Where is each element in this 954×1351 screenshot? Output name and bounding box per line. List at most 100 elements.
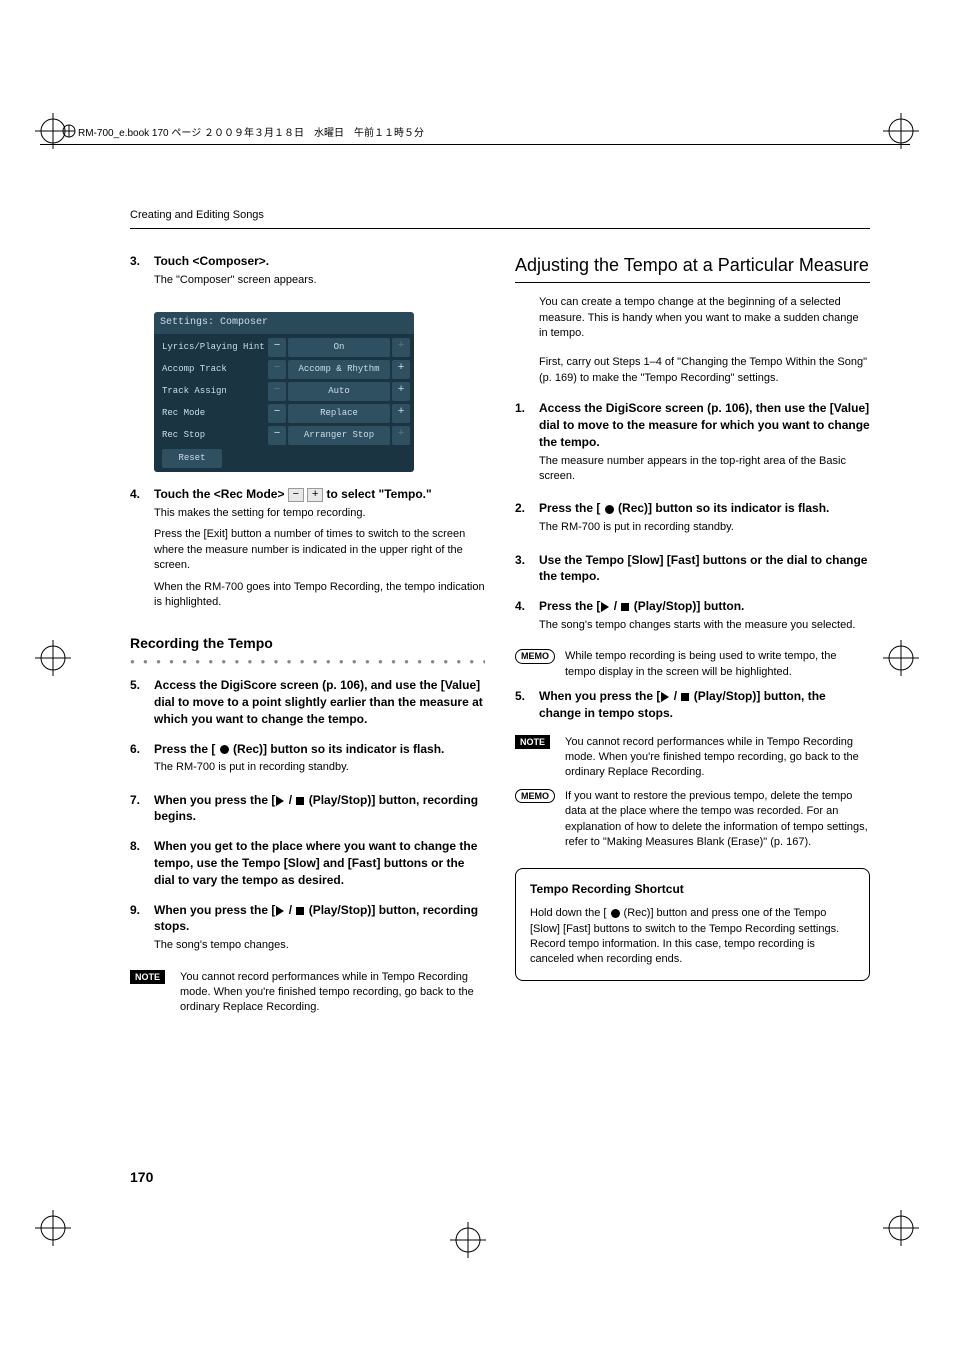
step-title: Press the [ (Rec)] button so its indicat… <box>539 500 870 517</box>
memo-callout: MEMO If you want to restore the previous… <box>515 789 870 851</box>
plus-icon: + <box>307 488 323 502</box>
r-step-5: 5. When you press the [ / (Play/Stop)] b… <box>515 688 870 725</box>
stop-icon <box>296 907 304 915</box>
ss-reset-button[interactable]: Reset <box>162 449 222 468</box>
stop-icon <box>681 693 689 701</box>
play-icon <box>661 692 669 702</box>
step-8: 8. When you get to the place where you w… <box>130 838 485 891</box>
step-number: 3. <box>515 552 539 589</box>
stop-icon <box>296 797 304 805</box>
play-icon <box>601 602 609 612</box>
shortcut-body-before: Hold down the [ <box>530 907 610 919</box>
subheading-recording-tempo: Recording the Tempo <box>130 634 485 654</box>
ss-row-label: Rec Mode <box>158 407 266 420</box>
ss-row-label: Lyrics/Playing Hint <box>158 341 266 354</box>
ss-row-value[interactable]: On <box>288 338 390 357</box>
step-text: This makes the setting for tempo recordi… <box>154 506 485 521</box>
step-number: 5. <box>130 677 154 730</box>
step-title: When you press the [ / (Play/Stop)] butt… <box>154 902 485 936</box>
section-header: Creating and Editing Songs <box>130 208 420 223</box>
step-title-before: Touch the <Rec Mode> <box>154 487 288 501</box>
crop-mark-br <box>883 1210 919 1246</box>
ss-row-value[interactable]: Arranger Stop <box>288 426 390 445</box>
r-step-3: 3. Use the Tempo [Slow] [Fast] buttons o… <box>515 552 870 589</box>
note-label: NOTE <box>130 970 165 985</box>
crop-mark-mr <box>883 640 919 676</box>
header-line: RM-700_e.book 170 ページ ２００９年３月１８日 水曜日 午前１… <box>78 127 424 141</box>
settings-composer-screenshot: Settings: Composer Lyrics/Playing Hint−O… <box>154 312 414 472</box>
ss-row-value[interactable]: Replace <box>288 404 390 423</box>
ss-minus-button[interactable]: − <box>268 426 286 445</box>
step-title: When you press the [ / (Play/Stop)] butt… <box>154 792 485 826</box>
note-callout: NOTE You cannot record performances whil… <box>130 970 485 1016</box>
memo-label: MEMO <box>515 789 555 804</box>
step-title: Touch the <Rec Mode> − + to select "Temp… <box>154 486 485 503</box>
step-text: When the RM-700 goes into Tempo Recordin… <box>154 580 485 611</box>
step-text: The "Composer" screen appears. <box>154 273 485 288</box>
step-7: 7. When you press the [ / (Play/Stop)] b… <box>130 792 485 829</box>
step-title-before: Press the [ <box>539 501 604 515</box>
ss-plus-button[interactable]: + <box>392 360 410 379</box>
step-number: 1. <box>515 400 539 490</box>
step-number: 4. <box>130 486 154 616</box>
step-text: The RM-700 is put in recording standby. <box>539 520 870 535</box>
minus-icon: − <box>288 488 304 502</box>
ss-plus-button[interactable]: + <box>392 426 410 445</box>
crop-mark-ml <box>35 640 71 676</box>
step-title-before: Press the [ <box>154 742 219 756</box>
step-number: 4. <box>515 598 539 639</box>
step-text: The measure number appears in the top-ri… <box>539 454 870 485</box>
step-title-after: to select "Tempo." <box>327 487 432 501</box>
memo-label: MEMO <box>515 649 555 664</box>
ss-row: Rec Mode−Replace+ <box>158 402 410 424</box>
ss-plus-button[interactable]: + <box>392 338 410 357</box>
step-title: When you get to the place where you want… <box>154 838 485 888</box>
shortcut-box: Tempo Recording Shortcut Hold down the [… <box>515 868 870 980</box>
step-title: Press the [ (Rec)] button so its indicat… <box>154 741 485 758</box>
note-body: You cannot record performances while in … <box>180 970 485 1016</box>
ss-minus-button[interactable]: − <box>268 382 286 401</box>
step-6: 6. Press the [ (Rec)] button so its indi… <box>130 741 485 782</box>
step-5: 5. Access the DigiScore screen (p. 106),… <box>130 677 485 730</box>
step-number: 2. <box>515 500 539 541</box>
ss-plus-button[interactable]: + <box>392 404 410 423</box>
step-number: 9. <box>130 902 154 960</box>
ss-row-value[interactable]: Accomp & Rhythm <box>288 360 390 379</box>
step-number: 5. <box>515 688 539 725</box>
stop-icon <box>621 603 629 611</box>
step-title-after: (Rec)] button so its indicator is flash. <box>230 742 445 756</box>
step-text: The RM-700 is put in recording standby. <box>154 760 485 775</box>
ss-row-value[interactable]: Auto <box>288 382 390 401</box>
step-title: Use the Tempo [Slow] [Fast] buttons or t… <box>539 552 870 586</box>
crop-mark-bl <box>35 1210 71 1246</box>
r-step-2: 2. Press the [ (Rec)] button so its indi… <box>515 500 870 541</box>
rec-icon <box>611 909 620 918</box>
note-callout: NOTE You cannot record performances whil… <box>515 735 870 781</box>
ss-row-label: Track Assign <box>158 385 266 398</box>
right-column: Adjusting the Tempo at a Particular Meas… <box>515 253 870 1024</box>
play-icon <box>276 906 284 916</box>
ss-minus-button[interactable]: − <box>268 338 286 357</box>
crop-mark-bc <box>450 1222 486 1258</box>
rec-icon <box>605 505 614 514</box>
note-label: NOTE <box>515 735 550 750</box>
page-number: 170 <box>130 1168 153 1188</box>
ss-minus-button[interactable]: − <box>268 360 286 379</box>
dots-divider: ● ● ● ● ● ● ● ● ● ● ● ● ● ● ● ● ● ● ● ● … <box>130 656 485 667</box>
step-title: Access the DigiScore screen (p. 106), th… <box>539 400 870 450</box>
step-title: When you press the [ / (Play/Stop)] butt… <box>539 688 870 722</box>
header-rule <box>40 144 910 145</box>
ss-row: Accomp Track−Accomp & Rhythm+ <box>158 358 410 380</box>
ss-row-label: Rec Stop <box>158 429 266 442</box>
intro-text: First, carry out Steps 1–4 of "Changing … <box>539 355 870 386</box>
shortcut-body: Hold down the [ (Rec)] button and press … <box>530 906 855 968</box>
ss-minus-button[interactable]: − <box>268 404 286 423</box>
ss-row: Rec Stop−Arranger Stop+ <box>158 424 410 446</box>
step-text: The song's tempo changes starts with the… <box>539 618 870 633</box>
step-number: 6. <box>130 741 154 782</box>
ss-plus-button[interactable]: + <box>392 382 410 401</box>
step-title-after: (Play/Stop)] button. <box>630 599 744 613</box>
memo-body: While tempo recording is being used to w… <box>565 649 870 680</box>
r-step-1: 1. Access the DigiScore screen (p. 106),… <box>515 400 870 490</box>
step-title: Press the [ / (Play/Stop)] button. <box>539 598 870 615</box>
